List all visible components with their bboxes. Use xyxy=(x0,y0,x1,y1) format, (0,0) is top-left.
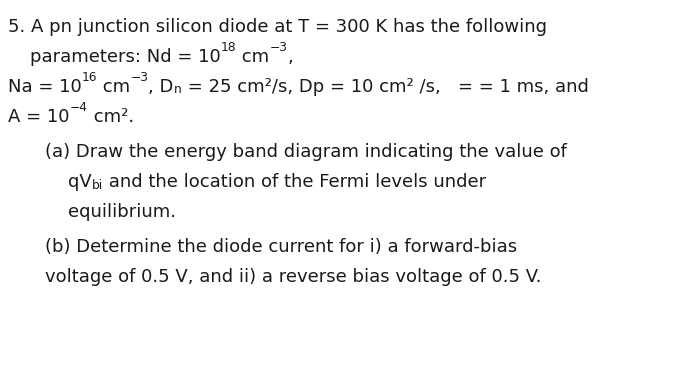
Text: −4: −4 xyxy=(69,101,88,114)
Text: ,: , xyxy=(288,48,293,66)
Text: , D: , D xyxy=(148,78,174,96)
Text: equilibrium.: equilibrium. xyxy=(68,203,176,221)
Text: voltage of 0.5 V, and ii) a reverse bias voltage of 0.5 V.: voltage of 0.5 V, and ii) a reverse bias… xyxy=(45,268,542,286)
Text: (b) Determine the diode current for i) a forward-bias: (b) Determine the diode current for i) a… xyxy=(45,238,517,256)
Text: n: n xyxy=(174,83,181,96)
Text: cm: cm xyxy=(97,78,130,96)
Text: 5. A pn junction silicon diode at T = 300 K has the following: 5. A pn junction silicon diode at T = 30… xyxy=(8,18,547,36)
Text: Na = 10: Na = 10 xyxy=(8,78,82,96)
Text: (a) Draw the energy band diagram indicating the value of: (a) Draw the energy band diagram indicat… xyxy=(45,143,567,161)
Text: parameters: Nd = 10: parameters: Nd = 10 xyxy=(30,48,220,66)
Text: 18: 18 xyxy=(220,41,237,54)
Text: bi: bi xyxy=(92,179,103,192)
Text: = 25 cm²/s, Dp = 10 cm² /s,   = = 1 ms, and: = 25 cm²/s, Dp = 10 cm² /s, = = 1 ms, an… xyxy=(181,78,589,96)
Text: 16: 16 xyxy=(82,71,97,84)
Text: cm: cm xyxy=(237,48,270,66)
Text: and the location of the Fermi levels under: and the location of the Fermi levels und… xyxy=(103,173,486,191)
Text: cm².: cm². xyxy=(88,108,134,126)
Text: qV: qV xyxy=(68,173,92,191)
Text: −3: −3 xyxy=(270,41,288,54)
Text: A = 10: A = 10 xyxy=(8,108,69,126)
Text: −3: −3 xyxy=(130,71,148,84)
